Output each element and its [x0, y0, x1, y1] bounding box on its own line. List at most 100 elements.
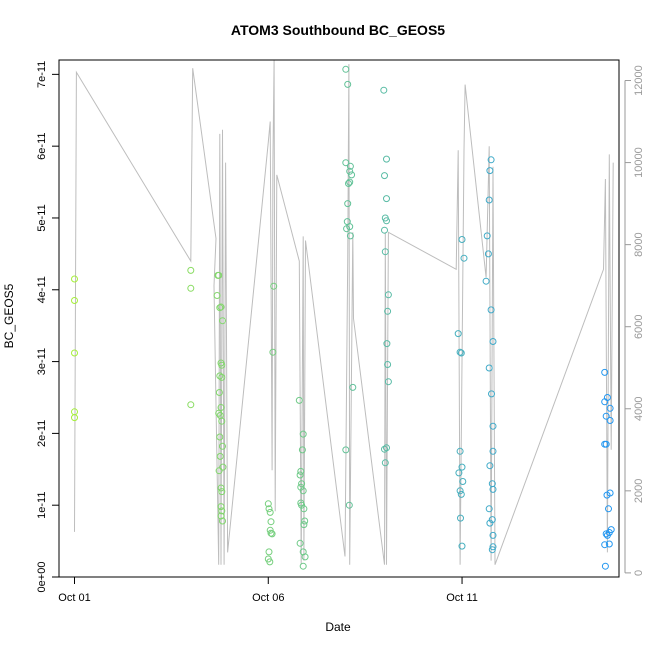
data-point: [602, 530, 610, 538]
data-point: [488, 516, 496, 524]
data-point: [487, 306, 495, 314]
data-point: [348, 171, 356, 179]
data-point: [601, 562, 609, 570]
data-point: [219, 317, 226, 325]
data-point: [219, 442, 226, 450]
x-axis-label: Date: [325, 620, 351, 634]
data-point: [297, 483, 305, 491]
data-point: [460, 254, 468, 262]
data-point: [218, 361, 226, 369]
data-point: [71, 349, 78, 357]
data-point: [213, 292, 221, 299]
data-point: [267, 518, 275, 526]
data-point: [295, 396, 303, 404]
altitude-line: [74, 59, 614, 565]
y2-tick-label: 12000: [633, 65, 645, 96]
data-point: [384, 307, 392, 315]
data-point: [298, 480, 306, 488]
data-point: [71, 414, 78, 422]
data-point: [297, 467, 305, 475]
data-point: [381, 248, 389, 256]
data-point: [381, 172, 388, 180]
data-point: [381, 226, 388, 234]
y-tick-label: 4e-11: [36, 276, 48, 303]
data-point: [485, 364, 493, 372]
data-point: [298, 446, 306, 454]
data-point: [457, 514, 464, 522]
y2-tick-label: 8000: [633, 232, 645, 256]
data-point: [456, 487, 464, 495]
data-point: [346, 167, 354, 175]
data-point: [383, 217, 390, 225]
x-tick-label: Oct 11: [446, 592, 478, 604]
data-point: [383, 444, 390, 452]
data-point: [606, 417, 614, 424]
data-point: [456, 348, 464, 356]
data-point: [383, 195, 390, 203]
data-point: [187, 401, 195, 409]
y2-tick-label: 6000: [633, 314, 645, 338]
data-point: [459, 478, 467, 485]
data-point: [301, 553, 309, 561]
data-point: [346, 178, 354, 186]
data-point: [489, 543, 497, 551]
data-point: [605, 540, 613, 548]
data-point: [218, 507, 226, 515]
data-point: [215, 271, 223, 279]
data-point: [349, 383, 357, 391]
data-point: [483, 232, 491, 240]
data-point: [489, 422, 497, 430]
data-point: [187, 284, 195, 292]
scatter-points: [71, 65, 615, 570]
data-point: [264, 500, 272, 508]
data-point: [605, 505, 612, 513]
data-point: [345, 501, 353, 509]
data-point: [218, 373, 226, 381]
y2-tick-label: 2000: [633, 479, 645, 503]
data-point: [216, 452, 224, 460]
data-point: [489, 338, 497, 345]
data-point: [218, 488, 226, 496]
y-tick-label: 3e-11: [36, 348, 48, 375]
data-point: [603, 531, 611, 539]
data-point: [342, 159, 350, 167]
data-point: [384, 378, 392, 386]
data-point: [269, 348, 277, 356]
data-point: [601, 398, 609, 406]
data-point: [454, 330, 462, 338]
data-point: [458, 236, 466, 243]
data-point: [486, 167, 494, 175]
data-point: [266, 526, 274, 534]
data-point: [489, 531, 497, 539]
altitude-series: [74, 59, 614, 565]
data-point: [489, 447, 497, 455]
data-point: [383, 340, 391, 348]
x-tick-label: Oct 06: [252, 592, 284, 604]
y2-axis: 0 2000 4000 6000 8000 10000 12000: [624, 65, 645, 576]
data-point: [268, 530, 276, 538]
data-point: [266, 558, 274, 566]
data-point: [217, 404, 225, 411]
data-point: [383, 155, 390, 163]
y-tick-label: 1e-11: [36, 492, 48, 519]
data-point: [217, 512, 225, 520]
data-point: [299, 562, 307, 570]
data-point: [299, 430, 307, 438]
data-point: [601, 368, 609, 376]
data-point: [482, 277, 490, 285]
data-point: [265, 548, 273, 556]
data-point: [270, 282, 278, 290]
data-point: [346, 162, 354, 170]
data-point: [218, 417, 226, 425]
data-point: [384, 291, 392, 299]
data-point: [301, 517, 309, 525]
data-point: [296, 539, 304, 547]
data-point: [606, 404, 614, 412]
y-axis-label: BC_GEOS5: [2, 283, 16, 348]
chart-title: ATOM3 Southbound BC_GEOS5: [231, 22, 445, 38]
data-point: [488, 546, 496, 554]
data-point: [458, 542, 466, 550]
data-point: [267, 529, 275, 537]
y2-tick-label: 10000: [633, 147, 645, 178]
